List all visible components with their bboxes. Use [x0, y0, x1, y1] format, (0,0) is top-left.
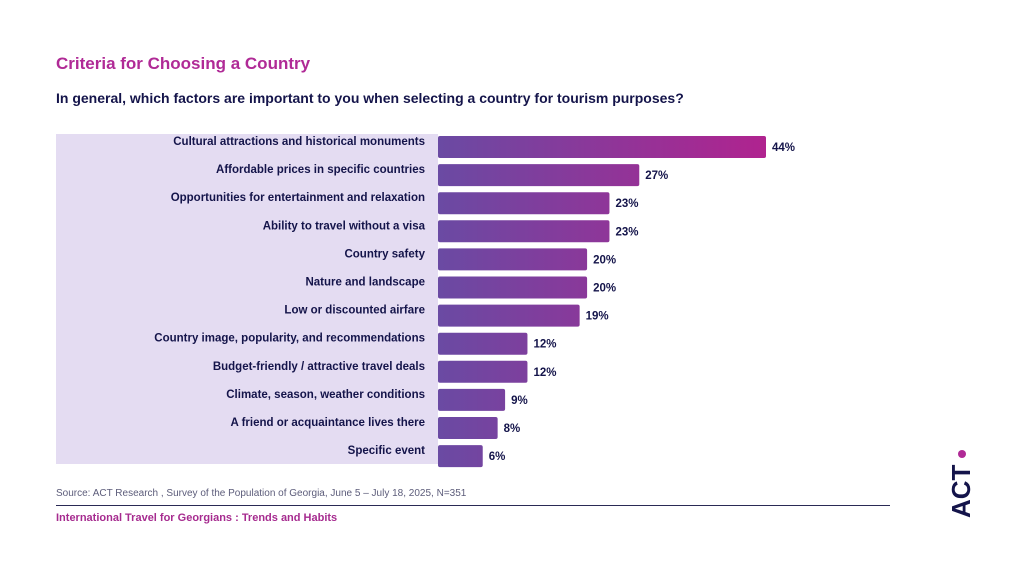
category-label-1: Affordable prices in specific countries	[216, 164, 425, 176]
logo-dot	[958, 450, 966, 458]
label-panel	[56, 134, 438, 464]
value-label-11: 6%	[489, 451, 506, 463]
category-label-9: Climate, season, weather conditions	[226, 389, 425, 401]
value-label-7: 12%	[533, 339, 556, 351]
category-label-4: Country safety	[344, 248, 425, 260]
bar-7	[438, 332, 528, 355]
category-label-8: Budget-friendly / attractive travel deal…	[213, 361, 425, 373]
value-label-6: 19%	[586, 311, 609, 323]
bar-10	[438, 417, 498, 439]
category-label-2: Opportunities for entertainment and rela…	[171, 192, 425, 204]
chart-subtitle: In general, which factors are important …	[56, 90, 684, 106]
bar-11	[438, 445, 483, 468]
value-label-4: 20%	[593, 254, 616, 266]
bar-3	[438, 220, 610, 243]
logo-text: ACT	[946, 464, 976, 518]
value-label-9: 9%	[511, 395, 528, 407]
value-label-5: 20%	[593, 283, 616, 295]
category-label-5: Nature and landscape	[305, 277, 425, 289]
value-label-8: 12%	[533, 367, 556, 379]
bar-5	[438, 276, 588, 299]
report-title: International Travel for Georgians : Tre…	[56, 512, 338, 524]
value-label-10: 8%	[504, 423, 521, 435]
category-label-7: Country image, popularity, and recommend…	[154, 333, 425, 345]
category-label-6: Low or discounted airfare	[284, 305, 425, 317]
value-label-1: 27%	[645, 170, 668, 182]
bar-2	[438, 192, 610, 215]
category-label-3: Ability to travel without a visa	[263, 220, 426, 232]
bar-6	[438, 304, 580, 327]
chart-title: Criteria for Choosing a Country	[56, 54, 311, 73]
bar-4	[438, 248, 588, 271]
category-label-0: Cultural attractions and historical monu…	[173, 136, 425, 148]
act-research-logo: ACT	[946, 450, 976, 518]
footer-divider	[56, 505, 890, 506]
bar-9	[438, 388, 506, 411]
bar-8	[438, 360, 528, 383]
value-label-2: 23%	[615, 198, 638, 210]
bar-0	[438, 136, 766, 158]
source-note: Source: ACT Research , Survey of the Pop…	[56, 488, 467, 499]
category-label-11: Specific event	[348, 445, 426, 457]
value-label-3: 23%	[615, 226, 638, 238]
category-label-10: A friend or acquaintance lives there	[231, 417, 426, 429]
value-label-0: 44%	[772, 142, 795, 154]
bar-1	[438, 164, 640, 187]
